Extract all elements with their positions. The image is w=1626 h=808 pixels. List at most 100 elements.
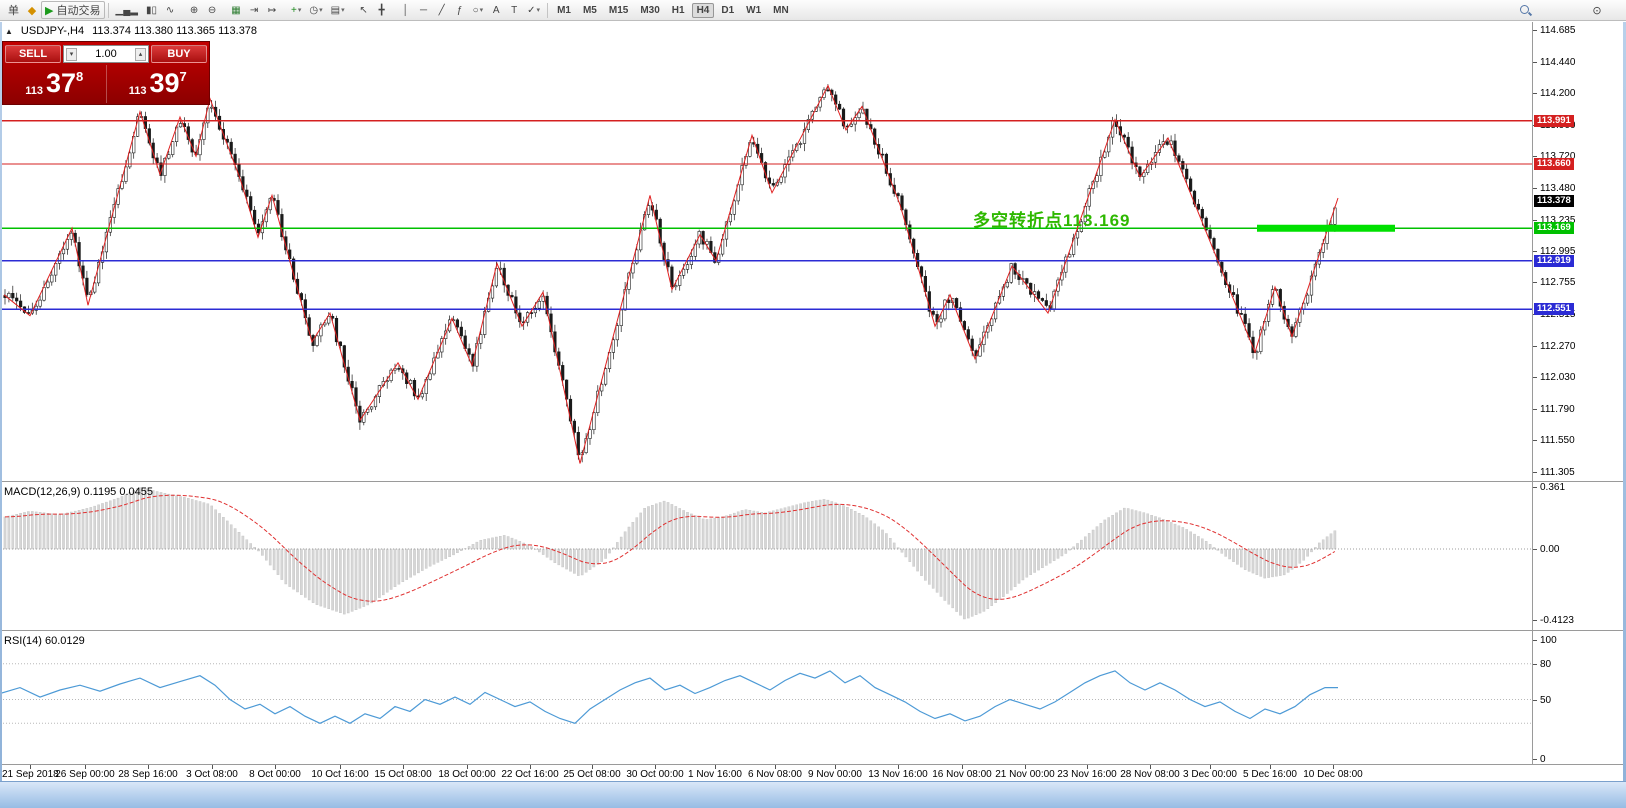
line-chart-icon: ∿ bbox=[165, 4, 175, 16]
autotrading-button[interactable]: ▶ 自动交易 bbox=[41, 1, 105, 19]
pane-divider[interactable] bbox=[0, 630, 1626, 631]
time-axis-tick bbox=[1150, 765, 1151, 769]
chart-symbol-label: USDJPY-,H4 bbox=[20, 25, 85, 37]
auto-scroll-button[interactable]: ⇥ bbox=[245, 1, 263, 19]
search-icon[interactable] bbox=[1519, 4, 1532, 17]
sell-price-display[interactable]: 113 37 8 bbox=[3, 65, 107, 103]
macd-axis-label: -0.4123 bbox=[1540, 614, 1574, 626]
zoom-in-button[interactable]: ⊕ bbox=[185, 1, 203, 19]
buy-price-display[interactable]: 113 39 7 bbox=[107, 65, 210, 103]
periods-button[interactable]: ◷ ▾ bbox=[305, 1, 326, 19]
volume-value: 1.00 bbox=[95, 48, 117, 60]
chart-shift-button[interactable]: ↦ bbox=[263, 1, 281, 19]
timeframe-button-m5[interactable]: M5 bbox=[578, 3, 602, 18]
macd-axis-label: 0.361 bbox=[1540, 481, 1566, 493]
time-axis-label: 3 Dec 00:00 bbox=[1183, 769, 1237, 780]
macd-label: MACD(12,26,9) 0.1195 0.0455 bbox=[4, 486, 153, 498]
one-click-toggle-icon[interactable]: ▲ bbox=[5, 26, 13, 36]
main-price-chart[interactable] bbox=[0, 22, 1532, 481]
volume-up-button[interactable]: ▴ bbox=[134, 47, 146, 61]
timeframe-button-mn[interactable]: MN bbox=[768, 3, 794, 18]
price-axis[interactable]: 114.685114.440114.200113.960113.720113.4… bbox=[1532, 22, 1626, 765]
macd-axis-tick bbox=[1533, 486, 1537, 488]
auto-scroll-icon: ⇥ bbox=[249, 4, 259, 16]
timeframe-button-m1[interactable]: M1 bbox=[552, 3, 576, 18]
time-axis-tick bbox=[275, 765, 276, 769]
rsi-label: RSI(14) 60.0129 bbox=[4, 635, 85, 647]
tile-windows-button[interactable]: ▦ bbox=[227, 1, 245, 19]
chevron-down-icon: ▾ bbox=[297, 7, 302, 14]
cursor-button[interactable]: ↖ bbox=[355, 1, 373, 19]
timeframe-button-d1[interactable]: D1 bbox=[716, 3, 739, 18]
horizontal-line-button[interactable]: ─ bbox=[415, 1, 433, 19]
bar-chart-button[interactable]: ▁▄▂ bbox=[112, 1, 142, 19]
market-watch-icon[interactable]: ◆ bbox=[27, 4, 37, 17]
timeframe-button-m30[interactable]: M30 bbox=[635, 3, 664, 18]
horizontal-line-icon: ─ bbox=[420, 4, 428, 16]
text-button[interactable]: A bbox=[487, 1, 505, 19]
pivot-annotation[interactable]: 多空转折点113.169 bbox=[973, 211, 1131, 230]
periods-icon: ◷ bbox=[309, 4, 319, 16]
price-axis-label: 112.755 bbox=[1540, 277, 1576, 289]
buy-price-big: 39 bbox=[149, 68, 180, 98]
line-chart-button[interactable]: ∿ bbox=[161, 1, 179, 19]
price-axis-tick bbox=[1533, 30, 1537, 31]
time-axis-label: 26 Sep 00:00 bbox=[55, 769, 115, 780]
shapes-button[interactable]: ○ ▾ bbox=[469, 1, 488, 19]
timeframe-button-h1[interactable]: H1 bbox=[667, 3, 690, 18]
indicators-button[interactable]: + ▾ bbox=[287, 1, 305, 19]
price-tag-113.169: 113.169 bbox=[1534, 222, 1574, 235]
trendline-button[interactable]: ╱ bbox=[433, 1, 451, 19]
candle-chart-button[interactable]: ▮▯ bbox=[142, 1, 161, 19]
sell-price-sup: 8 bbox=[76, 69, 84, 84]
arrows-button[interactable]: ✓ ▾ bbox=[523, 1, 544, 19]
rsi-indicator-pane[interactable] bbox=[0, 632, 1532, 764]
community-icon[interactable]: ⊙ bbox=[1592, 4, 1602, 17]
time-axis-tick bbox=[592, 765, 593, 769]
zoom-in-icon: ⊕ bbox=[189, 4, 199, 16]
price-axis-label: 112.030 bbox=[1540, 372, 1576, 384]
chart-shift-icon: ↦ bbox=[267, 4, 277, 16]
timeframe-button-m15[interactable]: M15 bbox=[604, 3, 633, 18]
price-axis-tick bbox=[1533, 219, 1537, 221]
price-axis-tick bbox=[1533, 345, 1537, 347]
price-axis-label: 111.305 bbox=[1540, 467, 1575, 478]
volume-input[interactable]: ▾ 1.00 ▴ bbox=[63, 45, 149, 63]
price-axis-label: 113.480 bbox=[1540, 182, 1576, 194]
volume-down-button[interactable]: ▾ bbox=[66, 47, 77, 61]
vertical-line-icon: │ bbox=[402, 4, 409, 16]
price-axis-tick bbox=[1533, 62, 1537, 64]
time-axis-tick bbox=[775, 765, 776, 769]
one-click-trading-panel: SELL ▾ 1.00 ▴ BUY 113 37 8 113 39 7 bbox=[2, 41, 210, 105]
time-axis-label: 28 Nov 08:00 bbox=[1120, 769, 1180, 780]
price-axis-tick bbox=[1533, 472, 1537, 473]
time-axis-label: 8 Oct 00:00 bbox=[249, 769, 301, 780]
crosshair-button[interactable]: ╋ bbox=[373, 1, 391, 19]
zoom-out-button[interactable]: ⊖ bbox=[203, 1, 221, 19]
toolbar-separator bbox=[547, 2, 549, 18]
buy-price-main: 113 bbox=[128, 85, 147, 97]
rsi-axis-tick bbox=[1533, 663, 1537, 665]
time-axis[interactable]: 21 Sep 2018 26 Sep 00:00 28 Sep 16:00 3 Oct… bbox=[0, 764, 1626, 781]
time-axis-label: 25 Oct 08:00 bbox=[563, 769, 621, 780]
macd-indicator-pane[interactable] bbox=[0, 483, 1532, 630]
sell-button[interactable]: SELL bbox=[5, 45, 61, 63]
time-axis-label: 13 Nov 16:00 bbox=[868, 769, 928, 780]
buy-button[interactable]: BUY bbox=[151, 45, 207, 63]
time-axis-label: 16 Nov 08:00 bbox=[932, 769, 992, 780]
time-axis-tick bbox=[1087, 765, 1088, 769]
templates-button[interactable]: ▤ ▾ bbox=[327, 1, 349, 19]
window-right-border bbox=[1623, 22, 1626, 782]
price-axis-label: 113.235 bbox=[1540, 214, 1576, 226]
time-axis-label: 22 Oct 16:00 bbox=[501, 769, 559, 780]
time-axis-tick bbox=[530, 765, 531, 769]
new-order-button[interactable]: 单 bbox=[4, 1, 23, 19]
timeframe-button-w1[interactable]: W1 bbox=[741, 3, 766, 18]
vertical-line-button[interactable]: │ bbox=[397, 1, 415, 19]
main-toolbar: 单 ◆ ▶ 自动交易 ▁▄▂ ▮▯ ∿ ⊕ ⊖ ▦ ⇥ ↦ + ▾ ◷ ▾ ▤ ▾ ↖ ╋ │ ─ ╱ ƒ ○ ▾ A T ✓ ▾… bbox=[0, 0, 1626, 21]
fibonacci-button[interactable]: ƒ bbox=[451, 1, 469, 19]
autotrading-play-icon: ▶ bbox=[45, 4, 54, 17]
pane-divider[interactable] bbox=[0, 481, 1626, 482]
timeframe-button-h4[interactable]: H4 bbox=[691, 2, 715, 18]
label-button[interactable]: T bbox=[505, 1, 523, 19]
